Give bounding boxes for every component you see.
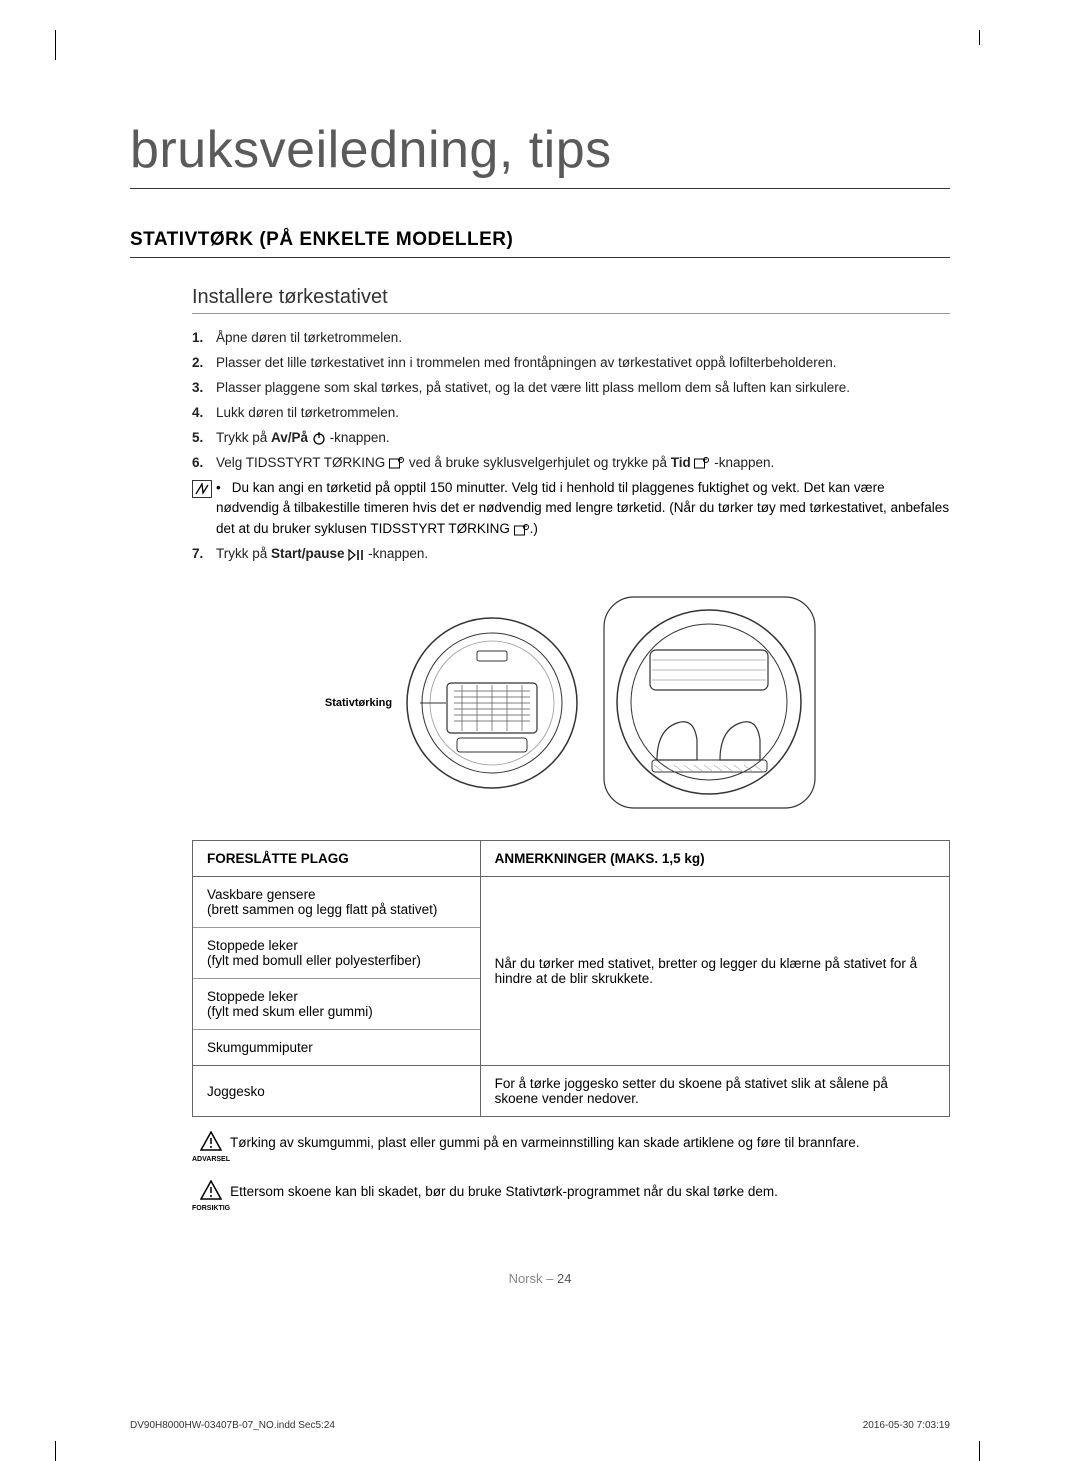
page-footer: Norsk – 24 — [130, 1271, 950, 1286]
instruction-list: 1. Åpne døren til tørketrommelen. 2. Pla… — [192, 328, 950, 474]
print-file: DV90H8000HW-03407B-07_NO.indd Sec5:24 — [130, 1420, 335, 1431]
caution-label: FORSIKTIG — [192, 1204, 230, 1215]
illustration-row: Stativtørking — [192, 595, 950, 810]
page-title: bruksveiledning, tips — [130, 120, 950, 189]
note-text: • Du kan angi en tørketid på opptil 150 … — [216, 478, 950, 541]
step-item: 6. Velg TIDSSTYRT TØRKING ved å bruke sy… — [192, 453, 950, 474]
step-text: Trykk på Av/På -knappen. — [216, 428, 950, 449]
text-part: -knappen. — [368, 546, 428, 561]
table-row: Joggesko For å tørke joggesko setter du … — [193, 1066, 950, 1117]
table-cell: Joggesko — [193, 1066, 481, 1117]
step-item: 3. Plasser plaggene som skal tørkes, på … — [192, 378, 950, 399]
warning-text: Tørking av skumgummi, plast eller gummi … — [230, 1131, 950, 1153]
play-pause-icon — [348, 549, 364, 561]
illustration-label: Stativtørking — [325, 697, 392, 709]
table-header: ANMERKNINGER (MAKS. 1,5 kg) — [480, 841, 949, 877]
table-header-row: FORESLÅTTE PLAGG ANMERKNINGER (MAKS. 1,5… — [193, 841, 950, 877]
text-part: Trykk på — [216, 546, 271, 561]
step-text: Lukk døren til tørketrommelen. — [216, 403, 950, 424]
print-timestamp: 2016-05-30 7:03:19 — [863, 1420, 950, 1431]
table-cell: Skumgummiputer — [193, 1030, 481, 1066]
step-number: 6. — [192, 453, 216, 474]
dryer-rack-illustration — [402, 613, 582, 793]
note-icon-container — [192, 478, 216, 541]
caution-text: Ettersom skoene kan bli skadet, bør du b… — [230, 1180, 950, 1202]
footer-page-number: 24 — [557, 1271, 571, 1286]
timed-dry-icon — [514, 524, 530, 536]
step-number: 2. — [192, 353, 216, 374]
step-item: 4. Lukk døren til tørketrommelen. — [192, 403, 950, 424]
step-text: Velg TIDSSTYRT TØRKING ved å bruke syklu… — [216, 453, 950, 474]
note-icon — [192, 480, 212, 498]
warning-icon-container: ADVARSEL — [192, 1131, 230, 1166]
step-number: 3. — [192, 378, 216, 399]
table-cell: Stoppede leker (fylt med bomull eller po… — [193, 928, 481, 979]
garment-name: Stoppede leker — [207, 938, 298, 953]
step-text: Plasser det lille tørkestativet inn i tr… — [216, 353, 950, 374]
subsection-heading: Installere tørkestativet — [192, 286, 950, 314]
text-part: Trykk på — [216, 430, 271, 445]
document-page: bruksveiledning, tips STATIVTØRK (PÅ ENK… — [0, 0, 1080, 1461]
button-name: Av/På — [271, 430, 308, 445]
step-item: 1. Åpne døren til tørketrommelen. — [192, 328, 950, 349]
table-cell-merged: Når du tørker med stativet, bretter og l… — [480, 877, 949, 1066]
table-cell: Vaskbare gensere (brett sammen og legg f… — [193, 877, 481, 928]
step-number: 7. — [192, 544, 216, 565]
garment-table: FORESLÅTTE PLAGG ANMERKNINGER (MAKS. 1,5… — [192, 840, 950, 1117]
step-item: 2. Plasser det lille tørkestativet inn i… — [192, 353, 950, 374]
note-body: Du kan angi en tørketid på opptil 150 mi… — [216, 480, 949, 537]
step-number: 1. — [192, 328, 216, 349]
note-block: • Du kan angi en tørketid på opptil 150 … — [192, 478, 950, 541]
power-icon — [312, 431, 326, 445]
warning-block: ADVARSEL Tørking av skumgummi, plast ell… — [192, 1131, 950, 1166]
step-item: 7. Trykk på Start/pause -knappen. — [192, 544, 950, 565]
instruction-list: 7. Trykk på Start/pause -knappen. — [192, 544, 950, 565]
button-name: Tid — [671, 455, 691, 470]
text-part: -knappen. — [330, 430, 390, 445]
caution-icon-container: FORSIKTIG — [192, 1180, 230, 1215]
footer-language: Norsk – — [509, 1271, 557, 1286]
table-row: Vaskbare gensere (brett sammen og legg f… — [193, 877, 950, 928]
table-cell: Stoppede leker (fylt med skum eller gumm… — [193, 979, 481, 1030]
section-heading: STATIVTØRK (PÅ ENKELTE MODELLER) — [130, 229, 950, 258]
garment-name: Stoppede leker — [207, 989, 298, 1004]
text-part: -knappen. — [714, 455, 774, 470]
step-item: 5. Trykk på Av/På -knappen. — [192, 428, 950, 449]
garment-detail: (fylt med bomull eller polyesterfiber) — [207, 953, 421, 968]
table-cell: For å tørke joggesko setter du skoene på… — [480, 1066, 949, 1117]
caution-triangle-icon — [200, 1180, 222, 1200]
table-header: FORESLÅTTE PLAGG — [193, 841, 481, 877]
step-text: Trykk på Start/pause -knappen. — [216, 544, 950, 565]
step-text: Plasser plaggene som skal tørkes, på sta… — [216, 378, 950, 399]
timed-dry-icon — [694, 457, 710, 469]
warning-label: ADVARSEL — [192, 1155, 230, 1166]
text-part: Velg TIDSSTYRT TØRKING — [216, 455, 389, 470]
print-metadata: DV90H8000HW-03407B-07_NO.indd Sec5:24 20… — [130, 1420, 950, 1431]
warning-triangle-icon — [200, 1131, 222, 1151]
timed-dry-icon — [389, 457, 405, 469]
note-end: .) — [530, 521, 538, 536]
subsection: Installere tørkestativet 1. Åpne døren t… — [192, 286, 950, 1215]
text-part: ved å bruke syklusvelgerhjulet og trykke… — [409, 455, 671, 470]
step-number: 5. — [192, 428, 216, 449]
bullet: • — [216, 478, 228, 499]
caution-block: FORSIKTIG Ettersom skoene kan bli skadet… — [192, 1180, 950, 1215]
step-text: Åpne døren til tørketrommelen. — [216, 328, 950, 349]
button-name: Start/pause — [271, 546, 345, 561]
step-number: 4. — [192, 403, 216, 424]
garment-name: Vaskbare gensere — [207, 887, 316, 902]
garment-detail: (brett sammen og legg flatt på stativet) — [207, 902, 437, 917]
garment-detail: (fylt med skum eller gummi) — [207, 1004, 373, 1019]
dryer-shoes-illustration — [602, 595, 817, 810]
